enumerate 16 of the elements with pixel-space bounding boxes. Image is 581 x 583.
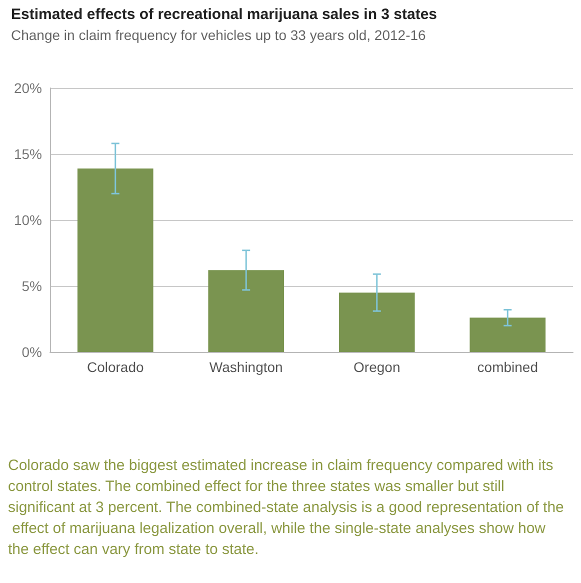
y-tick-label: 5% bbox=[22, 278, 42, 294]
x-tick-label: Oregon bbox=[354, 359, 400, 375]
bar bbox=[77, 168, 154, 352]
chart-subtitle: Change in claim frequency for vehicles up to 33 years old, 2012-16 bbox=[11, 27, 426, 43]
y-tick-label: 0% bbox=[22, 344, 42, 360]
bar bbox=[470, 318, 546, 352]
bar bbox=[208, 270, 284, 352]
y-tick-label: 15% bbox=[14, 146, 42, 162]
x-tick-label: Washington bbox=[209, 359, 283, 375]
x-tick-label: Colorado bbox=[86, 359, 144, 375]
x-tick-label: combined bbox=[477, 359, 538, 375]
chart-title: Estimated effects of recreational marijuana sales in 3 states bbox=[11, 6, 438, 23]
y-tick-label: 20% bbox=[14, 80, 42, 96]
text: Colorado saw the biggest estimated increase in claim frequency compared with its control states. The combined effect for the three states was smaller but still significant at 3 percent. The combined-state analysis is a good representation of the effect of marijuana legalization overall, while the single-state analyses show how the effect can vary from state to state. bbox=[8, 457, 564, 558]
y-tick-label: 10% bbox=[14, 212, 42, 228]
bar bbox=[338, 292, 415, 352]
